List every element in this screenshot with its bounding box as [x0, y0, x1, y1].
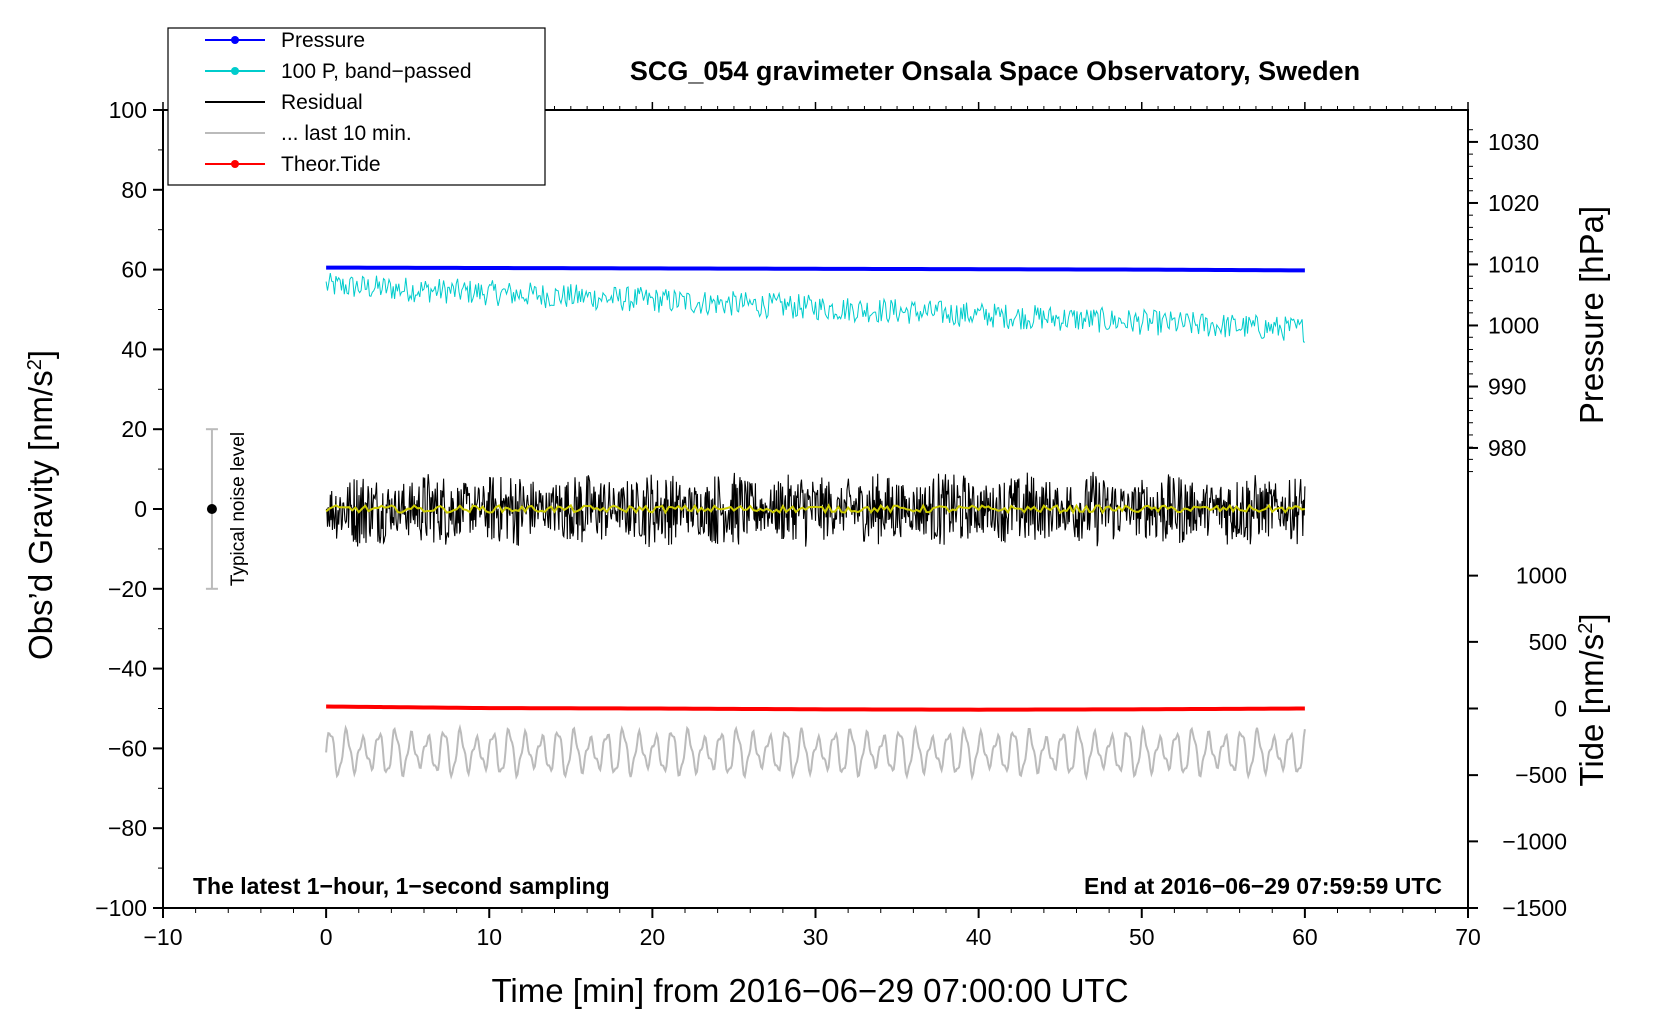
legend-label-2: Residual [281, 91, 363, 114]
y-tick-label: 20 [121, 416, 147, 442]
pressure-tick-label: 1030 [1488, 129, 1539, 155]
x-tick-label: −10 [143, 924, 182, 950]
legend-box [167, 27, 546, 186]
series-100-p-band-passed [325, 273, 1306, 343]
y-axis-title-left-main: Obs’d Gravity [nm/s [22, 370, 59, 660]
pressure-tick-label: 990 [1488, 374, 1526, 400]
x-tick-label: 60 [1292, 924, 1318, 950]
noise-bar-center-dot [206, 504, 217, 514]
x-tick-label: 70 [1455, 924, 1481, 950]
x-axis-ticks: −10 0 10 20 30 40 50 60 70 [143, 102, 1481, 950]
x-tick-label: 30 [803, 924, 829, 950]
tide-tick-label: 0 [1554, 696, 1567, 722]
y-tick-label: −100 [95, 895, 147, 921]
y-axis-title-left-sup: 2 [24, 359, 46, 370]
legend-marker-0 [231, 36, 239, 44]
x-tick-label: 40 [966, 924, 992, 950]
series-smoothed [325, 503, 1306, 515]
series-pressure [326, 265, 1305, 273]
series-last-10-min [325, 723, 1306, 781]
y-axis-title-tide: Tide [nm/s2] [1573, 613, 1610, 786]
y-axis-title-left-end: ] [22, 350, 59, 359]
y-axis-title-tide-end: ] [1573, 613, 1610, 622]
series-residual [325, 471, 1306, 548]
noise-bar-label: Typical noise level [228, 432, 249, 586]
pressure-tick-label: 1020 [1488, 190, 1539, 216]
y-tick-label: −80 [108, 815, 147, 841]
tide-tick-label: 500 [1529, 629, 1567, 655]
y-axis-title-tide-main: Tide [nm/s [1573, 634, 1610, 787]
y-tick-label: −40 [108, 656, 147, 682]
x-tick-label: 20 [640, 924, 666, 950]
noise-level-bar: Typical noise level [205, 428, 249, 590]
x-tick-label: 10 [476, 924, 502, 950]
tide-axis-ticks: 1000 500 0 −500 −1000 −1500 [1468, 563, 1567, 921]
pressure-tick-label: 1010 [1488, 251, 1539, 277]
legend-label-4: Theor.Tide [281, 153, 381, 176]
pressure-tick-label: 1000 [1488, 312, 1539, 338]
series-group [325, 265, 1306, 781]
legend-label-1: 100 P, band−passed [281, 60, 472, 83]
x-axis-title: Time [min] from 2016−06−29 07:00:00 UTC [491, 972, 1128, 1009]
legend-marker-4 [231, 160, 239, 168]
y-tick-label: 40 [121, 336, 147, 362]
legend-label-3: ... last 10 min. [281, 122, 412, 145]
legend-label-0: Pressure [281, 29, 365, 52]
legend: Pressure 100 P, band−passed Residual ... la… [167, 27, 546, 186]
legend-marker-1 [231, 67, 239, 75]
x-tick-label: 0 [320, 924, 333, 950]
y-tick-label: 100 [109, 97, 147, 123]
y-tick-label: 60 [121, 257, 147, 283]
tide-tick-label: −1000 [1502, 828, 1567, 854]
tide-tick-label: −500 [1515, 762, 1567, 788]
tide-tick-label: −1500 [1502, 895, 1567, 921]
series-theor-tide [326, 704, 1305, 712]
y-axis-title-pressure: Pressure [hPa] [1573, 206, 1610, 424]
pressure-tick-label: 980 [1488, 435, 1526, 461]
y-axis-ticks: 100 80 60 40 20 0 −20 −40 −60 −80 −100 [95, 97, 163, 921]
y-tick-label: −60 [108, 735, 147, 761]
chart-title: SCG_054 gravimeter Onsala Space Observat… [630, 56, 1360, 86]
y-axis-title-tide-sup: 2 [1575, 623, 1597, 634]
y-tick-label: 80 [121, 177, 147, 203]
y-axis-title-left: Obs’d Gravity [nm/s2] [22, 350, 59, 660]
footer-right-note: End at 2016−06−29 07:59:59 UTC [1084, 873, 1442, 899]
y-tick-label: −20 [108, 576, 147, 602]
x-tick-label: 50 [1129, 924, 1155, 950]
tide-tick-label: 1000 [1516, 563, 1567, 589]
footer-left-note: The latest 1−hour, 1−second sampling [193, 873, 610, 899]
y-tick-label: 0 [134, 496, 147, 522]
pressure-axis-ticks: 1030 1020 1010 1000 990 980 [1468, 129, 1539, 473]
